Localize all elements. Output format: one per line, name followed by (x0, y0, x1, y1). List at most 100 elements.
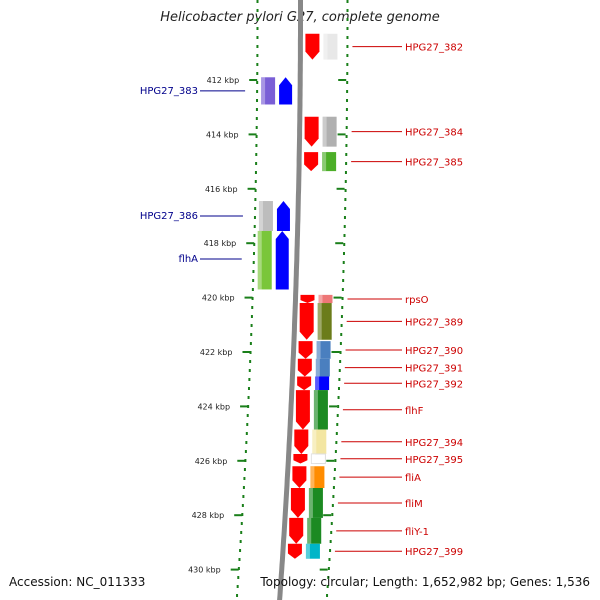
gene-label-fliM: fliM (405, 499, 423, 510)
gene-arrow (276, 201, 290, 231)
gene-block (313, 390, 328, 430)
gene-block (322, 116, 337, 147)
axis-tick-label: 420 kbp (202, 294, 235, 303)
gene-reverse-HPG27_385: HPG27_385 (304, 152, 463, 172)
gene-block-highlight (315, 358, 320, 377)
gene-label-HPG27_386: HPG27_386 (140, 211, 198, 222)
gene-arrow (300, 294, 315, 304)
gene-block (317, 303, 332, 340)
gene-arrow (294, 429, 309, 454)
axis-tick (331, 351, 340, 353)
gene-block-highlight (310, 466, 315, 488)
gene-block-highlight (318, 294, 323, 304)
gene-reverse-HPG27_395: HPG27_395 (293, 453, 463, 466)
axis-tick-label: 422 kbp (200, 348, 233, 357)
gene-block (323, 33, 338, 60)
axis-tick (333, 296, 342, 299)
gene-reverse-HPG27_390: HPG27_390 (298, 341, 463, 359)
axis-tick (249, 79, 258, 81)
gene-reverse-HPG27_392: HPG27_392 (297, 376, 463, 390)
gene-arrow (297, 358, 312, 377)
gene-label-rpsO: rpsO (405, 295, 429, 306)
gene-reverse-HPG27_382: HPG27_382 (305, 33, 463, 60)
gene-reverse-HPG27_389: HPG27_389 (299, 303, 463, 340)
gene-arrow (305, 33, 320, 60)
gene-label-HPG27_392: HPG27_392 (405, 379, 463, 390)
gene-block (322, 152, 337, 172)
axis-tick-label: 418 kbp (204, 239, 237, 248)
axis-tick (230, 568, 239, 571)
genome-summary: Topology: circular; Length: 1,652,982 bp… (260, 575, 590, 589)
gene-block-highlight (261, 77, 266, 105)
axis-tick (246, 242, 255, 245)
dotted-guides (236, 0, 349, 597)
kbp-axis: 412 kbp 414 kbp 416 kbp 418 kbp 420 kbp 422 k… (188, 76, 347, 575)
axis-tick (237, 459, 246, 462)
gene-reverse-fliA: fliA (292, 466, 421, 488)
axis-tick (319, 568, 328, 571)
gene-block-highlight (312, 429, 317, 454)
gene-block (315, 376, 330, 391)
gene-reverse-fliM: fliM (290, 488, 423, 518)
gene-block (258, 201, 273, 231)
axis-tick (244, 296, 253, 299)
gene-block-highlight (323, 33, 328, 60)
gene-block-highlight (311, 454, 316, 464)
gene-arrow (290, 488, 305, 518)
axis-tick-label: 412 kbp (207, 76, 240, 85)
gene-arrow (295, 390, 310, 430)
axis-tick (242, 351, 251, 353)
gene-label-fliA: fliA (405, 473, 421, 484)
gene-label-HPG27_389: HPG27_389 (405, 317, 463, 328)
gene-arrow (304, 152, 319, 172)
gene-block (308, 488, 323, 518)
gene-reverse-fliY-1: fliY-1 (289, 517, 429, 544)
gene-block (315, 358, 330, 377)
axis-tick (240, 405, 249, 408)
gene-forward-HPG27_383: HPG27_383 (140, 77, 293, 105)
forward-strand-genes: HPG27_383 HPG27_386 flhA (140, 77, 293, 290)
gene-label-HPG27_394: HPG27_394 (405, 438, 463, 449)
gene-block (261, 77, 276, 105)
gene-block (305, 543, 320, 559)
axis-tick (337, 133, 346, 136)
gene-block (310, 466, 325, 488)
gene-block-highlight (308, 488, 313, 518)
gene-label-HPG27_391: HPG27_391 (405, 364, 463, 375)
gene-label-HPG27_385: HPG27_385 (405, 158, 463, 169)
axis-tick (323, 514, 332, 517)
gene-reverse-flhF: flhF (295, 390, 424, 430)
gene-label-HPG27_382: HPG27_382 (405, 43, 463, 54)
axis-tick (335, 242, 344, 245)
gene-reverse-HPG27_384: HPG27_384 (304, 116, 463, 147)
gene-label-HPG27_383: HPG27_383 (140, 86, 198, 97)
gene-block (316, 341, 331, 359)
gene-label-HPG27_390: HPG27_390 (405, 346, 463, 357)
gene-block (257, 230, 272, 290)
gene-block-highlight (305, 543, 310, 559)
axis-tick-label: 424 kbp (197, 402, 230, 411)
gene-label-flhF: flhF (405, 406, 424, 417)
gene-block (310, 453, 326, 465)
reverse-strand-genes: HPG27_382 HPG27_384 HPG27_385 rpsO HPG27_389… (287, 33, 463, 559)
gene-label-fliY-1: fliY-1 (405, 527, 429, 538)
axis-tick (329, 405, 338, 408)
gene-block (312, 429, 327, 454)
gene-block-highlight (257, 230, 262, 290)
axis-tick-label: 426 kbp (195, 457, 228, 466)
axis-tick-label: 430 kbp (188, 566, 221, 575)
gene-arrow (297, 376, 312, 391)
axis-tick (326, 459, 335, 462)
gene-block (318, 294, 333, 304)
gene-label-flhA: flhA (179, 254, 199, 265)
axis-tick (336, 187, 345, 190)
gene-arrow (298, 341, 313, 359)
axis-tick (248, 133, 257, 136)
gene-label-HPG27_384: HPG27_384 (405, 128, 463, 139)
axis-tick-label: 428 kbp (192, 511, 225, 520)
gene-forward-HPG27_386: HPG27_386 (140, 201, 290, 231)
gene-arrow (299, 303, 314, 340)
gene-block-highlight (317, 303, 322, 340)
gene-block-highlight (313, 390, 318, 430)
